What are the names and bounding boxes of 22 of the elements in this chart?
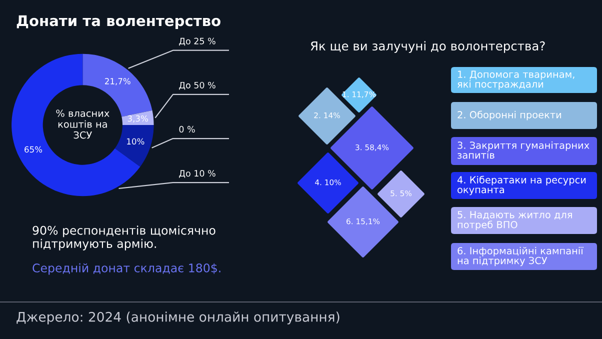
text: % власних коштів на ЗСУ xyxy=(56,110,110,139)
slice-label: 0 % xyxy=(179,126,195,133)
text: Джерело: 2024 (анонімне онлайн опитування) xyxy=(16,312,340,324)
text: Як ще ви залучуні до волонтерства? xyxy=(310,41,545,53)
donut-slice xyxy=(122,110,154,125)
data-label: 21,7% xyxy=(104,78,130,86)
category-label: 3. Закриття гуманітарних запитів xyxy=(458,141,590,159)
slice-label: До 10 % xyxy=(179,170,216,178)
category-label: 4. Кібератаки на ресурси окупанта xyxy=(457,176,586,196)
donut-slice xyxy=(114,125,154,167)
data-label: 3,3% xyxy=(128,115,148,123)
data-label: 65% xyxy=(24,146,42,153)
text: Середній донат складає 180$. xyxy=(32,263,220,275)
slice-label: До 25 % xyxy=(179,38,216,46)
chart-title: Донати та волентерство xyxy=(16,15,220,30)
category-label: 2. Оборонні проекти xyxy=(458,110,562,120)
category-label: 5. Надають житло для потреб ВПО xyxy=(458,211,572,230)
data-label: 10% xyxy=(127,138,144,145)
text: 90% респондентів щомісячно підтримують армію. xyxy=(32,226,216,250)
slice-label: До 50 % xyxy=(179,82,216,90)
category-label: 6. Інформаційні кампанії на підтримку ЗСУ xyxy=(458,246,584,266)
category-label: 1. Допомога тваринам, які постраждали xyxy=(458,70,574,90)
